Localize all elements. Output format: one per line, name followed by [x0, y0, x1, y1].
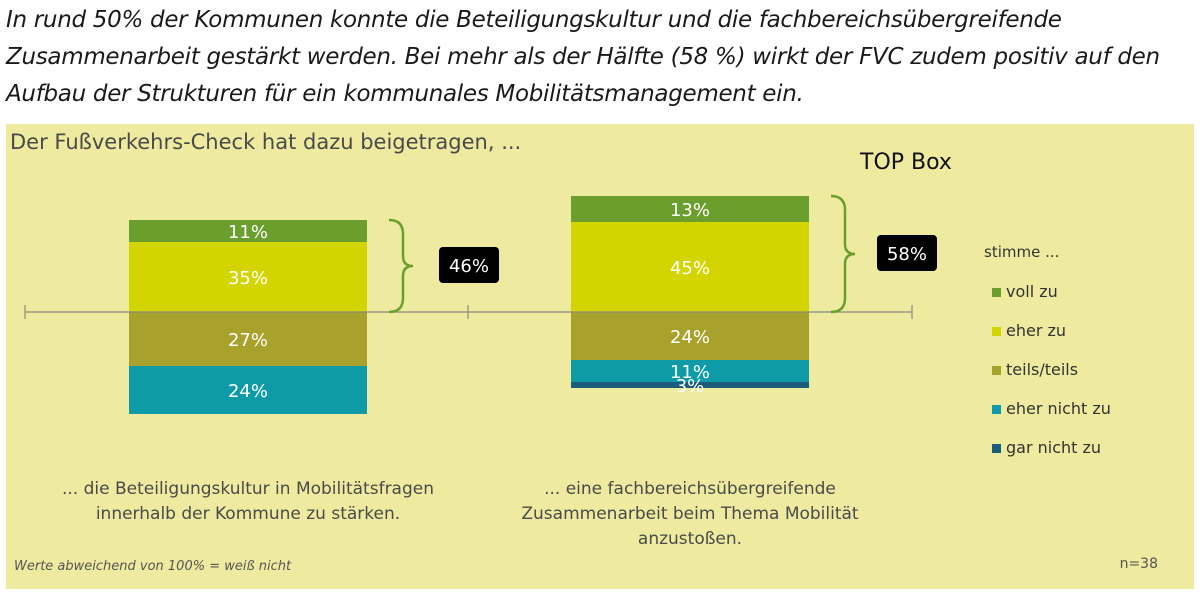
category-label: innerhalb der Kommune zu stärken.	[96, 504, 400, 524]
legend-swatch	[992, 327, 1001, 336]
category-label: ... eine fachbereichsübergreifende	[544, 479, 836, 499]
bar-voll-zu-2	[571, 196, 809, 222]
legend-swatch	[992, 366, 1001, 375]
legend-entry: eher zu	[1006, 321, 1066, 340]
bar-eher-nicht-zu-2	[571, 360, 809, 382]
legend-swatch	[992, 444, 1001, 453]
bars-group: 35%11%27%24%45%13%24%11%3%	[129, 196, 809, 414]
chart-title: Der Fußverkehrs-Check hat dazu beigetrag…	[10, 130, 521, 154]
stacked-bar-chart: Der Fußverkehrs-Check hat dazu beigetrag…	[10, 130, 1158, 574]
top-box-value: 46%	[449, 256, 489, 277]
data-label: 27%	[228, 330, 268, 351]
category-label: Zusammenarbeit beim Thema Mobilität	[521, 504, 859, 524]
top-box-value: 58%	[887, 244, 927, 265]
sample-size: n=38	[1120, 556, 1158, 572]
top-box-group: 46% 58%	[388, 194, 937, 314]
bar-teils-teils-1	[129, 312, 367, 366]
bar-voll-zu-1	[129, 220, 367, 242]
legend-entry: voll zu	[1006, 282, 1058, 301]
bar-teils-teils-2	[571, 312, 809, 360]
category-label: anzustoßen.	[638, 529, 742, 549]
intro-text: In rund 50% der Kommunen konnte die Bete…	[6, 7, 1160, 107]
category-label: ... die Beteiligungskultur in Mobilitäts…	[62, 479, 434, 499]
footnote: Werte abweichend von 100% = weiß nicht	[14, 559, 292, 574]
bar-eher-zu-1	[129, 242, 367, 312]
data-label: 45%	[670, 258, 710, 279]
legend-entry: teils/teils	[1006, 360, 1078, 379]
bar-eher-nicht-zu-1	[129, 366, 367, 414]
top-box-badge	[877, 235, 937, 271]
data-label: 3%	[676, 376, 705, 397]
chart-panel: Der Fußverkehrs-Check hat dazu beigetrag…	[6, 124, 1194, 589]
axis-group	[24, 305, 913, 319]
legend: stimme ... voll zu eher zu teils/teils eher …	[984, 243, 1111, 457]
category-labels: ... die Beteiligungskultur in Mobilitäts…	[62, 479, 859, 549]
legend-title: stimme ...	[984, 243, 1059, 261]
top-box-brace	[830, 194, 856, 314]
legend-entry: eher nicht zu	[1006, 399, 1111, 418]
legend-entry: gar nicht zu	[1006, 438, 1101, 457]
top-box-brace	[388, 218, 414, 314]
data-label: 11%	[228, 222, 268, 243]
data-label: 24%	[228, 381, 268, 402]
bar-gar-nicht-zu-2	[571, 382, 809, 388]
legend-swatch	[992, 288, 1001, 297]
top-box-title: TOP Box	[859, 150, 952, 175]
legend-swatch	[992, 405, 1001, 414]
top-box-badge	[439, 247, 499, 283]
bar-eher-zu-2	[571, 222, 809, 312]
data-label: 13%	[670, 200, 710, 221]
data-label: 24%	[670, 327, 710, 348]
data-label: 11%	[670, 362, 710, 383]
data-label: 35%	[228, 268, 268, 289]
